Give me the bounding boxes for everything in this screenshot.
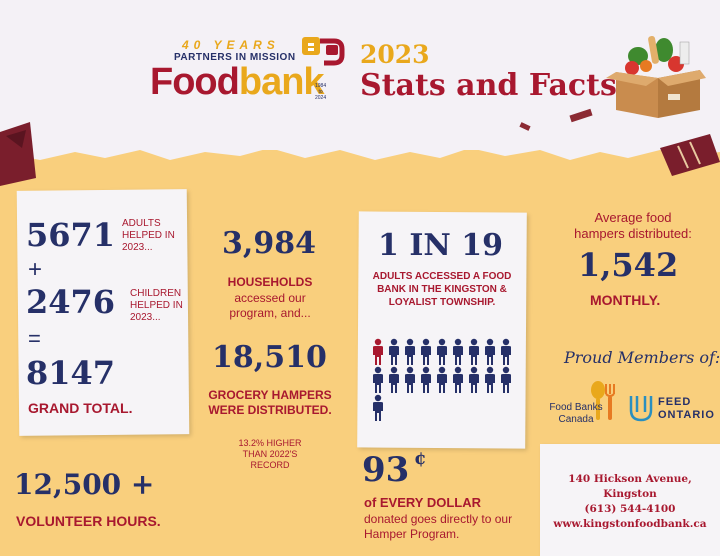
children-number: 2476: [26, 283, 116, 321]
header-background: [0, 0, 720, 150]
page-title: Stats and Facts: [360, 68, 617, 103]
contact-website-link[interactable]: www.kingstonfoodbank.ca: [553, 518, 707, 530]
adults-number: 5671: [26, 216, 116, 254]
logo-bank: bank: [238, 61, 325, 103]
avg-label: Average food hampers distributed:: [574, 210, 692, 241]
ratio-label: ADULTS ACCESSED A FOOD BANK IN THE KINGS…: [372, 271, 512, 308]
households-label: HOUSEHOLDS: [227, 275, 313, 289]
contact-phone[interactable]: (613) 544-4100: [584, 503, 676, 515]
ratio-number: 1 IN 19: [378, 228, 503, 263]
feed-ontario-logo-icon: [629, 396, 653, 422]
title-year: 2023: [360, 40, 430, 69]
food-banks-canada-logo: Food Banks Canada: [549, 402, 603, 425]
avg-number: 1,542: [578, 246, 679, 284]
contact-info: 140 Hickson Avenue, Kingston (613) 544-4…: [542, 472, 718, 532]
grocery-box-icon: [606, 35, 706, 118]
logo-partners: PARTNERS IN MISSION: [174, 52, 296, 63]
total-number: 8147: [26, 354, 116, 392]
food-banks-canada-logo-icon: [591, 381, 615, 420]
logo-years-span: 1984 to 2024: [315, 83, 327, 101]
adults-label: ADULTS HELPED IN 2023...: [122, 218, 175, 253]
total-label: GRAND TOTAL.: [28, 400, 133, 416]
pennant-left-decoration: [0, 122, 36, 186]
contact-card: [540, 444, 720, 556]
households-text: accessed our program, and...: [229, 291, 311, 320]
torn-paper-edge: [0, 138, 720, 160]
volunteer-number: 12,500 +: [14, 468, 155, 501]
contact-city: Kingston: [603, 488, 657, 500]
logo: 40 YEARS PARTNERS IN MISSION Foodbank 19…: [150, 38, 350, 108]
logo-food: Food: [150, 61, 240, 103]
plus-sign: +: [28, 256, 43, 283]
logo-wordmark: Foodbank: [150, 60, 325, 104]
cents-text: donated goes directly to our Hamper Prog…: [364, 512, 513, 541]
hampers-label: GROCERY HAMPERS WERE DISTRIBUTED.: [208, 388, 332, 417]
households-number: 3,984: [222, 226, 316, 261]
contact-street: 140 Hickson Avenue,: [568, 473, 692, 485]
members-heading: Proud Members of:: [564, 348, 720, 367]
pennant-right-decoration: [660, 134, 720, 176]
feed-ontario-logo: FEED ONTARIO: [658, 396, 715, 421]
logo-years: 40 YEARS: [182, 38, 280, 52]
handshake-icon: [302, 37, 345, 66]
cents-number: 93: [362, 450, 410, 490]
hampers-note: 13.2% HIGHER THAN 2022'S RECORD: [238, 438, 302, 470]
children-label: CHILDREN HELPED IN 2023...: [130, 288, 183, 323]
people-pictogram: [373, 338, 511, 421]
cents-label: of EVERY DOLLAR: [364, 495, 482, 510]
cents-sign: ¢: [414, 448, 427, 469]
equals-sign: =: [28, 326, 41, 351]
avg-unit: MONTHLY.: [590, 292, 661, 308]
volunteer-label: VOLUNTEER HOURS.: [16, 513, 161, 529]
hampers-number: 18,510: [212, 340, 327, 375]
